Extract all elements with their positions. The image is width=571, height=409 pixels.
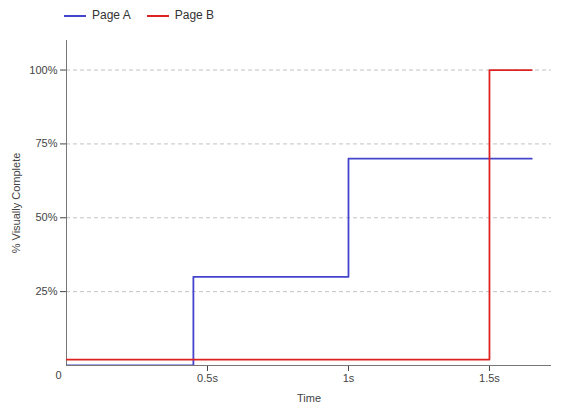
html-text:Page B: Page B	[174, 8, 215, 22]
svg-text:1.5s: 1.5s	[479, 372, 500, 384]
svg-text:Time: Time	[297, 392, 321, 404]
svg-text:50%: 50%	[35, 211, 57, 223]
html-text:Page A: Page A	[92, 8, 131, 22]
svg-text:100%: 100%	[29, 64, 57, 76]
svg-text:0.5s: 0.5s	[197, 372, 218, 384]
svg-text:75%: 75%	[35, 137, 57, 149]
svg-text:1s: 1s	[343, 372, 355, 384]
svg-text:% Visually Complete: % Visually Complete	[10, 153, 22, 254]
svg-text:0: 0	[55, 369, 61, 381]
svg-text:25%: 25%	[35, 285, 57, 297]
